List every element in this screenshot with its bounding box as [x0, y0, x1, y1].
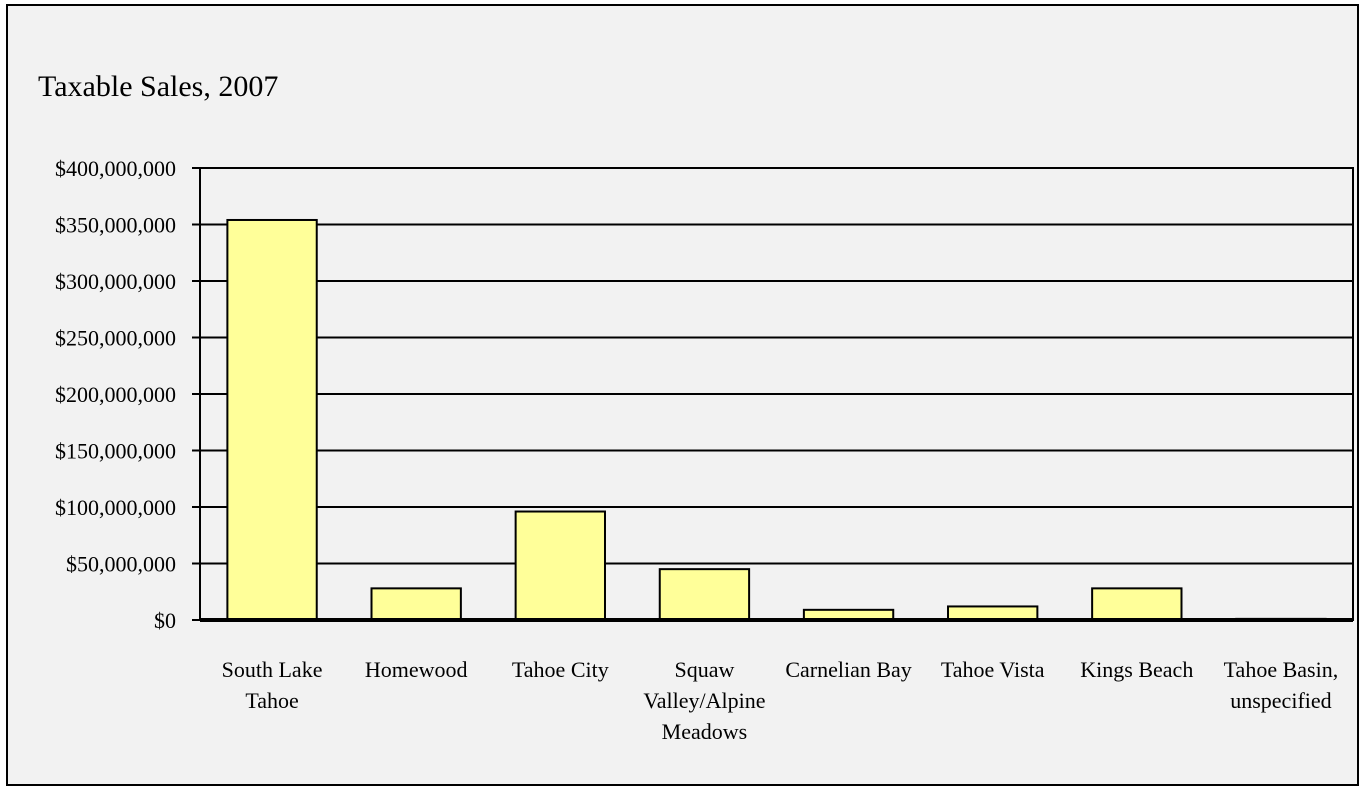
bar	[370, 587, 462, 621]
x-category-labels: South Lake Tahoe Homewood Tahoe City Squaw Va…	[222, 657, 1339, 744]
x-category-label: Tahoe Basin,	[1224, 657, 1339, 682]
x-category-label: Squaw	[674, 657, 734, 682]
y-tick-label: $150,000,000	[55, 439, 176, 464]
x-category-label: Valley/Alpine	[643, 688, 765, 713]
y-tick-labels: $0 $50,000,000 $100,000,000 $150,000,000 $20…	[55, 156, 176, 633]
bar	[658, 568, 751, 622]
bar	[947, 605, 1039, 622]
chart-title: Taxable Sales, 2007	[38, 70, 278, 103]
bar	[226, 218, 318, 621]
bar-chart: Taxable Sales, 2007 $0 $50,000,000 $100,00…	[38, 70, 1354, 744]
gridlines	[200, 167, 1353, 565]
chart-frame: Taxable Sales, 2007 $0 $50,000,000 $100,00…	[6, 4, 1359, 786]
bar	[514, 510, 606, 621]
axes	[192, 167, 1354, 622]
x-category-label: Kings Beach	[1080, 657, 1193, 682]
x-category-label: Meadows	[662, 719, 748, 744]
y-tick-label: $350,000,000	[55, 213, 176, 238]
x-category-label: Tahoe Vista	[941, 657, 1045, 682]
x-category-label: unspecified	[1230, 688, 1331, 713]
y-tick-label: $300,000,000	[55, 269, 176, 294]
x-category-label: Tahoe	[245, 688, 298, 713]
bar	[1091, 587, 1183, 621]
x-category-label: Carnelian Bay	[785, 657, 911, 682]
y-tick-label: $200,000,000	[55, 382, 176, 407]
x-category-label: Homewood	[365, 657, 468, 682]
y-tick-label: $400,000,000	[55, 156, 176, 181]
y-tick-label: $0	[154, 608, 176, 633]
y-tick-label: $50,000,000	[66, 552, 176, 577]
bars	[226, 218, 1327, 622]
x-category-label: Tahoe City	[512, 657, 609, 682]
x-category-label: South Lake	[222, 657, 323, 682]
y-tick-label: $250,000,000	[55, 326, 176, 351]
y-tick-label: $100,000,000	[55, 495, 176, 520]
